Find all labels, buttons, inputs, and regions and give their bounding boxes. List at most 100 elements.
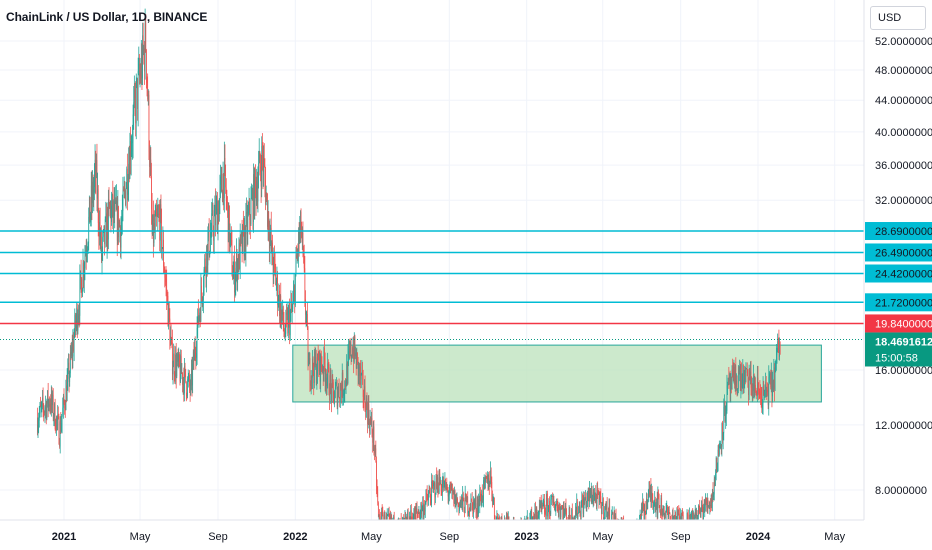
candle-body [483,478,485,481]
candle-body [575,510,577,516]
candle-body [109,204,111,209]
candle-body [390,517,391,520]
grid [0,0,864,520]
candle-body [200,285,202,322]
candle-body [447,489,449,497]
candle-body [704,505,706,513]
level-price-label: 28.6900000 [875,226,932,238]
candle-body [272,242,273,265]
candle-body [57,414,59,417]
candle-body [663,506,665,519]
candle-body [307,327,309,366]
candle-body [644,505,645,514]
candle-body [301,233,303,237]
candle-body [318,360,320,372]
candle-body [44,408,46,413]
candle-body [219,184,221,200]
candle-body [658,492,659,499]
candle-body [188,375,190,379]
candle-body [37,425,39,433]
candle-body [323,347,325,374]
candle-body [336,382,338,407]
candle-body [372,426,374,443]
candle-body [758,390,760,392]
candle-body [162,239,164,248]
candle-body [173,353,174,368]
candle-body [348,349,350,352]
candle-body [56,417,58,421]
candle-body [426,493,428,500]
candle-body [772,380,774,387]
currency-selector[interactable]: USD [870,6,926,30]
candle-body [361,370,363,374]
candle-body [352,355,353,357]
candle-body [160,204,162,213]
candle-body [489,482,491,487]
candle-body [315,357,317,383]
candle-body [673,517,675,519]
candle-body [182,372,183,385]
candle-body [224,158,226,166]
price-tick-label: 16.0000000 [875,365,932,377]
candle-body [51,392,53,406]
candle-body [710,498,712,507]
candle-body [238,243,240,271]
candle-body [739,365,740,375]
candle-body [271,242,273,250]
candle-body [135,98,136,124]
candle-body [607,512,609,520]
candle-body [451,488,453,491]
candle-body [88,216,90,243]
candle-body [578,506,580,508]
candle-body [157,214,159,217]
time-tick-label: May [824,531,845,543]
candle-body [585,496,586,500]
candle-body [317,353,318,375]
candle-body [468,512,469,514]
candle-body [679,518,681,520]
candle-body [198,309,199,324]
candle-body [331,384,332,401]
level-price-tag [865,222,932,241]
candle-body [734,366,735,385]
candle-body [281,309,282,323]
candle-body [725,410,727,416]
candle-body [508,516,510,520]
candle-body [724,401,725,407]
candle-body [144,23,146,72]
candle-body [492,495,493,502]
candle-body [556,503,557,505]
candle-body [696,513,698,520]
candle-body [128,163,129,188]
candle-body [681,511,683,520]
candle-body [279,290,280,317]
candle-body [490,470,491,483]
candle-body [189,385,191,392]
candle-body [574,516,576,518]
candle-body [765,382,767,393]
candle-body [298,230,299,254]
candle-body [354,336,356,357]
candle-body [102,230,104,237]
candle-body [383,514,385,520]
candle-body [647,501,649,509]
candle-body [374,448,376,454]
candle-body [175,354,176,377]
candle-body [548,501,550,506]
candle-body [729,374,731,392]
candle-body [63,396,64,408]
candle-body [592,492,594,500]
candle-body [662,510,664,516]
level-price-label: 19.8400000 [875,318,932,330]
candle-body [749,376,751,380]
candle-body [382,513,384,520]
candle-body [151,209,153,235]
candle-body [367,406,368,425]
candle-body [457,499,458,503]
candle-body [168,304,170,319]
candle-body [493,497,495,516]
candle-body [667,506,668,513]
candle-body [695,508,697,517]
candle-body [728,377,730,382]
